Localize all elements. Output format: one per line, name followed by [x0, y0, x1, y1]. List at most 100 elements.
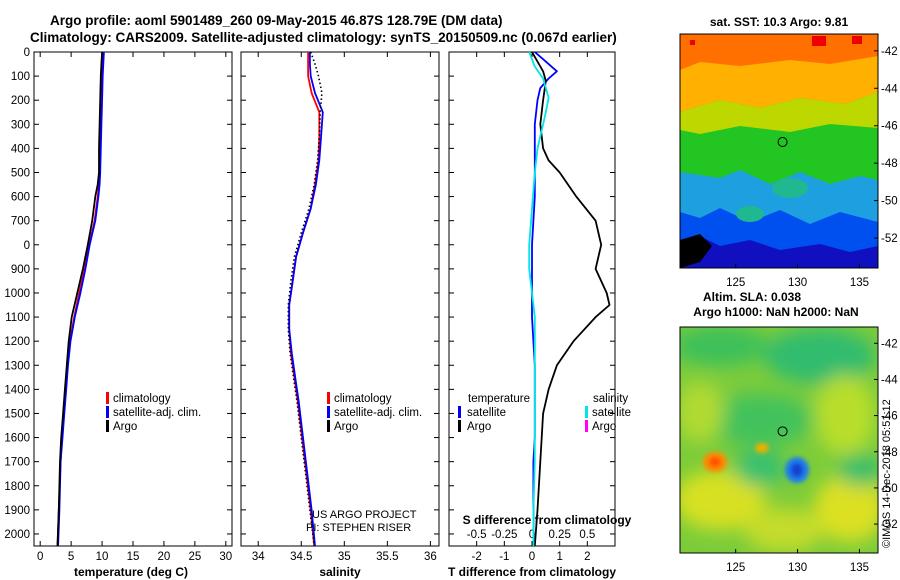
- header-line-2: Climatology: CARS2009. Satellite-adjuste…: [30, 30, 617, 45]
- lat-tick-label: -44: [881, 83, 898, 95]
- series-line-temperature-argo: [531, 52, 611, 546]
- series-line-climatology: [56, 52, 105, 546]
- y-tick-label: 1800: [4, 481, 30, 493]
- legend-label-climatology: climatology: [113, 393, 171, 405]
- y-tick-label: 2000: [4, 529, 30, 541]
- y-tick-label: 100: [11, 71, 30, 83]
- difference-xlabel: T difference from climatology: [448, 565, 616, 579]
- sla-map-lat-ticks: -42 -44 -46 -48 -50 -52: [874, 338, 898, 531]
- legend-label-salinity-argo: Argo: [592, 421, 616, 433]
- legend-swatch-salinity-argo: [585, 420, 588, 432]
- header-line-1: Argo profile: aoml 5901489_260 09-May-20…: [50, 13, 502, 28]
- x-tick-label: 2: [584, 551, 590, 563]
- sst-map-image: [680, 34, 878, 268]
- difference-y-ticks: [449, 51, 615, 535]
- y-tick-label: 900: [11, 264, 30, 276]
- lat-tick-label: -46: [881, 121, 898, 133]
- lat-tick-label: -42: [881, 46, 898, 58]
- lon-tick-label: 125: [726, 277, 745, 289]
- legend-label-temperature-argo: Argo: [467, 421, 491, 433]
- lat-tick-label: -42: [881, 338, 898, 350]
- x-tick-label: 1: [556, 551, 562, 563]
- salinity-diff-tick-label: -0.5: [467, 529, 487, 541]
- legend-swatch-satellite: [106, 406, 109, 418]
- credit-line-2: PI: STEPHEN RISER: [306, 522, 411, 534]
- x-tick-label: 20: [158, 551, 171, 563]
- lat-tick-label: -48: [881, 447, 898, 459]
- difference-lines: [528, 52, 611, 546]
- y-tick-label: 400: [11, 143, 30, 155]
- salinity-legend: climatology satellite-adj. clim. Argo: [327, 392, 422, 433]
- lat-tick-label: -48: [881, 158, 898, 170]
- series-line-temperature-satellite: [531, 52, 558, 546]
- y-tick-label: 300: [11, 119, 30, 131]
- x-tick-label: 15: [127, 551, 140, 563]
- sla-map-title: Altim. SLA: 0.038: [703, 290, 801, 304]
- x-tick-label: 35.5: [376, 551, 398, 563]
- series-line-argo: [287, 52, 323, 546]
- legend-swatch-temperature-argo: [458, 420, 461, 432]
- lat-tick-label: -50: [881, 483, 898, 495]
- legend-swatch-argo: [106, 420, 109, 432]
- legend-swatch-climatology: [327, 392, 330, 404]
- legend-swatch-satellite: [327, 406, 330, 418]
- x-tick-label: -1: [499, 551, 509, 563]
- salinity-y-ticks: [241, 51, 439, 535]
- legend-title-salinity: salinity: [593, 393, 628, 405]
- credit-line-1: US ARGO PROJECT: [312, 509, 417, 521]
- legend-swatch-temperature-satellite: [458, 406, 461, 418]
- legend-label-satellite: satellite-adj. clim.: [334, 407, 422, 419]
- temperature-panel: 0100200300400500600700090010001100120013…: [4, 47, 233, 579]
- x-tick-label: 10: [96, 551, 109, 563]
- salinity-panel: 34 34.5 35 35.5 36 salinity climatology sate…: [240, 51, 440, 579]
- difference-top-label: S difference from climatology: [463, 513, 632, 527]
- salinity-x-ticks: 34 34.5 35 35.5 36: [252, 52, 437, 563]
- y-tick-label: 1200: [4, 336, 30, 348]
- y-tick-label: 1400: [4, 384, 30, 396]
- imos-timestamp: ©IMOS 14-Dec-2018 05:51:12: [881, 399, 893, 548]
- series-line-satellite-adj-clim-: [57, 52, 105, 546]
- x-tick-label: 34.5: [290, 551, 312, 563]
- legend-swatch-salinity-satellite: [585, 406, 588, 418]
- sst-map-title: sat. SST: 10.3 Argo: 9.81: [710, 15, 849, 29]
- x-tick-label: 34: [252, 551, 265, 563]
- lon-tick-label: 130: [788, 562, 807, 574]
- sst-map-frame: [679, 33, 879, 269]
- y-tick-label: 1100: [5, 312, 30, 324]
- x-tick-label: 35: [338, 551, 351, 563]
- temperature-legend: climatology satellite-adj. clim. Argo: [106, 392, 201, 433]
- sla-map-image: [680, 327, 878, 553]
- difference-legend-salinity: salinity satellite Argo: [585, 393, 631, 433]
- y-tick-label: 1900: [4, 505, 30, 517]
- temperature-xlabel: temperature (deg C): [74, 565, 188, 579]
- sst-map-lon-ticks: 125 130 135: [726, 264, 869, 289]
- legend-label-climatology: climatology: [334, 393, 392, 405]
- sst-map-panel: sat. SST: 10.3 Argo: 9.81 -42 -44 -46 -48 -5…: [679, 15, 898, 289]
- x-tick-label: 30: [219, 551, 232, 563]
- legend-label-argo: Argo: [334, 421, 358, 433]
- series-line-argo: [56, 52, 103, 546]
- lat-tick-label: -52: [881, 233, 898, 245]
- salinity-diff-tick-label: -0.25: [491, 529, 517, 541]
- y-tick-label: 1500: [4, 408, 30, 420]
- sla-map-frame: [679, 326, 879, 554]
- lat-tick-label: -50: [881, 196, 898, 208]
- legend-label-argo: Argo: [113, 421, 137, 433]
- x-tick-label: -2: [472, 551, 482, 563]
- y-tick-label: 0: [24, 47, 30, 59]
- x-tick-label: 36: [424, 551, 437, 563]
- salinity-xlabel: salinity: [319, 565, 361, 579]
- series-line-satellite-adj-clim-: [288, 52, 324, 546]
- lat-tick-label: -46: [881, 411, 898, 423]
- sst-map-lat-ticks: -42 -44 -46 -48 -50 -52: [874, 46, 898, 245]
- lon-tick-label: 130: [788, 277, 807, 289]
- salinity-diff-tick-label: 0.25: [548, 529, 570, 541]
- legend-label-satellite: satellite-adj. clim.: [113, 407, 201, 419]
- legend-title-temperature: temperature: [468, 393, 530, 405]
- y-tick-label: 1700: [4, 457, 30, 469]
- lon-tick-label: 135: [850, 562, 869, 574]
- legend-swatch-climatology: [106, 392, 109, 404]
- salinity-lines: [287, 52, 324, 546]
- sla-map-panel: Altim. SLA: 0.038 Argo h1000: NaN h2000:…: [679, 290, 898, 574]
